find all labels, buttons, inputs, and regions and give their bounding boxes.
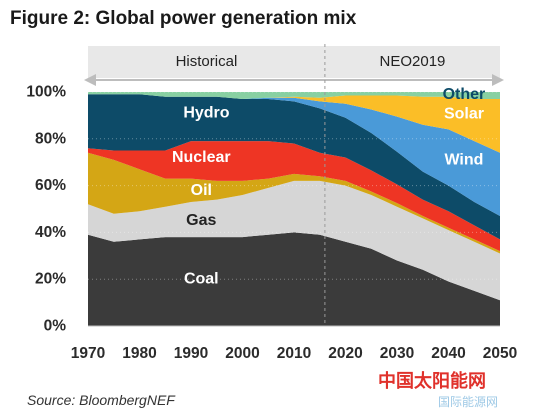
y-tick-0: 0% — [44, 318, 67, 335]
x-tick-1970: 1970 — [71, 345, 105, 362]
x-tick-labels: 1970 1980 1990 2000 2010 2020 2030 2040 2050 — [71, 325, 517, 362]
area-gas — [88, 180, 500, 301]
area-coal — [88, 232, 500, 326]
label-nuclear: Nuclear — [172, 149, 231, 166]
label-hydro: Hydro — [183, 105, 229, 122]
y-tick-40: 40% — [35, 224, 66, 241]
area-other — [88, 92, 500, 99]
x-tick-2050: 2050 — [483, 345, 517, 362]
period-label-neo2019: NEO2019 — [380, 53, 446, 70]
series-labels: Coal Gas Oil Nuclear Hydro Wind Solar Other — [172, 86, 485, 288]
period-label-historical: Historical — [176, 53, 238, 70]
period-band-neo2019: NEO2019 — [324, 46, 500, 78]
x-tick-1990: 1990 — [174, 345, 208, 362]
period-arrow — [84, 74, 504, 86]
label-other: Other — [443, 86, 486, 103]
y-tick-20: 20% — [35, 271, 66, 288]
x-tick-2030: 2030 — [380, 345, 414, 362]
y-gridlines — [88, 91, 500, 280]
label-oil: Oil — [191, 182, 212, 199]
label-gas: Gas — [186, 212, 216, 229]
area-hydro — [88, 94, 500, 240]
watermark: 中国太阳能网 国际能源网 — [378, 370, 498, 409]
y-tick-80: 80% — [35, 130, 66, 147]
chart-title: Figure 2: Global power generation mix — [10, 8, 357, 29]
y-tick-100: 100% — [26, 84, 66, 101]
y-tick-labels: 0% 20% 40% 60% 80% 100% — [26, 84, 66, 335]
label-coal: Coal — [184, 271, 219, 288]
y-tick-60: 60% — [35, 177, 66, 194]
label-solar: Solar — [444, 106, 484, 123]
period-band-historical: Historical — [88, 46, 325, 78]
period-bands: Historical NEO2019 — [84, 46, 504, 86]
area-solar — [88, 94, 500, 153]
watermark-main: 中国太阳能网 — [378, 370, 486, 392]
x-tick-2010: 2010 — [277, 345, 311, 362]
label-wind: Wind — [444, 151, 483, 168]
watermark-sub: 国际能源网 — [438, 395, 498, 409]
x-tick-2000: 2000 — [225, 345, 259, 362]
area-wind — [88, 94, 500, 216]
area-oil — [88, 152, 500, 254]
source-note: Source: BloombergNEF — [27, 392, 176, 408]
area-nuclear — [88, 141, 500, 252]
x-tick-2020: 2020 — [328, 345, 362, 362]
x-tick-2040: 2040 — [431, 345, 465, 362]
x-tick-1980: 1980 — [122, 345, 156, 362]
area-series — [88, 92, 500, 326]
